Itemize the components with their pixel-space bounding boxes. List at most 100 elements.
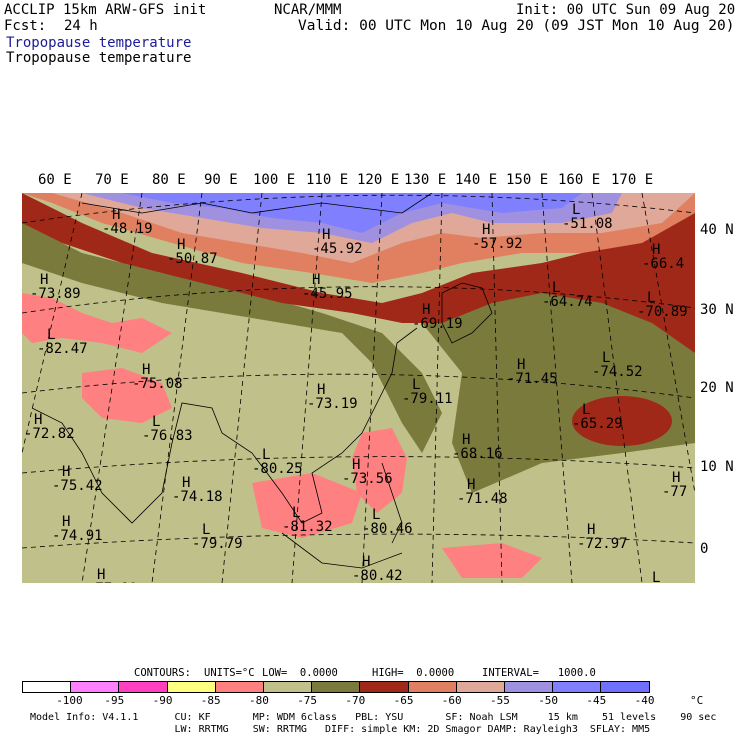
pressure-type-marker: L [152, 414, 161, 430]
temperature-value: -73.19 [307, 396, 358, 412]
colorbar-swatch [263, 681, 313, 693]
map-value-label: H -73.19 [307, 383, 358, 411]
pressure-type-marker: H [40, 272, 49, 288]
colorbar-swatch [70, 681, 120, 693]
init-time: Init: 00 UTC Sun 09 Aug 20 [516, 2, 736, 18]
colorbar-swatch [118, 681, 168, 693]
lat-label: 40 N [700, 222, 734, 238]
field-olive-band [22, 223, 442, 453]
pressure-type-marker: H [97, 567, 106, 583]
pressure-type-marker: L [582, 402, 591, 418]
lat-label: 20 N [700, 380, 734, 396]
map-value-label: L -81.32 [282, 506, 333, 534]
colorbar-tick-label: -65 [393, 694, 414, 707]
colorbar-tick-label: -55 [490, 694, 510, 707]
map-value-label: L -70.89 [637, 291, 688, 319]
contours-label: CONTOURS: [134, 667, 191, 679]
temperature-value: -48.19 [102, 221, 153, 237]
temperature-value: -75.42 [52, 478, 103, 494]
lon-label: 100 E [253, 172, 296, 188]
lon-label: 130 E [404, 172, 447, 188]
map-value-label: H -45.95 [302, 273, 353, 301]
temperature-value: -69.19 [412, 316, 463, 332]
temperature-value: -45.92 [312, 241, 363, 257]
pressure-type-marker: L [372, 507, 381, 523]
colorbar-tick-label: -45 [586, 694, 607, 707]
pressure-type-marker: L [47, 327, 56, 343]
map-value-label: L -64.74 [542, 281, 593, 309]
map-value-label: H -45.92 [312, 228, 363, 256]
map-value-label: H -73.89 [30, 273, 81, 301]
temperature-value: -74.18 [172, 489, 223, 505]
pressure-type-marker: H [322, 227, 331, 243]
colorbar-tick-label: -50 [538, 694, 559, 707]
colorbar-swatch [600, 681, 650, 693]
coastlines [31, 193, 493, 569]
colorbar-tick-label: -100 [56, 694, 83, 707]
temperature-value: -81.32 [282, 519, 333, 535]
map-value-label: H -77 [662, 471, 687, 499]
map-value-label: L -80.25 [252, 448, 303, 476]
lon-label: 60 E [38, 172, 72, 188]
field-blue-core [122, 193, 582, 233]
temperature-value: -76.83 [142, 428, 193, 444]
temperature-value: -68.16 [452, 446, 503, 462]
temperature-value: -77 [662, 484, 688, 500]
footer-model-info: Model Info: V4.1.1 CU: KF MP: WDM 6class… [30, 712, 717, 723]
valid-time: Valid: 00 UTC Mon 10 Aug 20 (09 JST Mon … [298, 18, 735, 34]
temperature-value: -73.89 [30, 286, 81, 302]
map-value-label: H -72.97 [577, 523, 628, 551]
center-name: NCAR/MMM [274, 2, 342, 18]
colorbar-swatch [407, 681, 457, 693]
temperature-value: -74.91 [52, 528, 103, 544]
pressure-type-marker: L [202, 522, 211, 538]
colorbar-tick-label: -60 [441, 694, 462, 707]
temperature-value: -74.52 [592, 364, 643, 380]
tropopause-temperature-map: H -48.19 H -50.87 H -45.92 H -45.95 H -57.92 L -51.… [22, 193, 695, 583]
map-value-label: L-77.15 [642, 571, 693, 583]
pressure-type-marker: H [462, 432, 471, 448]
temperature-value: -71.48 [457, 491, 508, 507]
graticule [22, 193, 695, 583]
pressure-type-marker: L [572, 202, 581, 218]
map-value-label: H -66.4 [642, 243, 684, 271]
field-darkred-band [22, 193, 695, 353]
pressure-type-marker: L [602, 350, 611, 366]
map-value-label: L -51.08 [562, 203, 613, 231]
lon-label: 80 E [152, 172, 186, 188]
colorbar-tick-label: -75 [297, 694, 318, 707]
temperature-value: -72.97 [577, 536, 628, 552]
temperature-value: -57.92 [472, 236, 523, 252]
colorbar-tick-label: -90 [152, 694, 173, 707]
lon-label: 140 E [455, 172, 498, 188]
lon-label: 160 E [558, 172, 601, 188]
colorbar-tick-label: -40 [634, 694, 655, 707]
colorbar-tick-label: -95 [104, 694, 125, 707]
pressure-type-marker: H [352, 457, 361, 473]
temperature-value: -64.74 [542, 294, 593, 310]
pressure-type-marker: L [647, 290, 656, 306]
temperature-value: -75.08 [132, 376, 183, 392]
temperature-value: -45.95 [302, 286, 353, 302]
pressure-type-marker: H [362, 554, 371, 570]
pressure-type-marker: H [482, 222, 491, 238]
field-salmon-india [82, 368, 172, 423]
temperature-value: -82.47 [37, 341, 88, 357]
field-salmon-bottom [442, 543, 542, 578]
pressure-type-marker: H [587, 522, 596, 538]
pressure-type-marker: L [552, 280, 561, 296]
pressure-type-marker: H [517, 357, 526, 373]
pressure-type-marker: H [182, 475, 191, 491]
map-value-label: L -65.29 [572, 403, 623, 431]
map-value-label: H -71.48 [457, 478, 508, 506]
map-value-label: L -82.47 [37, 328, 88, 356]
map-value-label: L -80.46 [362, 508, 413, 536]
temperature-value: -71.45 [507, 371, 558, 387]
temperature-value: -70.89 [637, 304, 688, 320]
pressure-type-marker: H [317, 382, 326, 398]
pressure-type-marker: H [312, 272, 321, 288]
temperature-value: -65.29 [572, 416, 623, 432]
colorbar-tick-label: -70 [345, 694, 366, 707]
lon-label: 70 E [95, 172, 129, 188]
temperature-value: -72.82 [24, 426, 75, 442]
